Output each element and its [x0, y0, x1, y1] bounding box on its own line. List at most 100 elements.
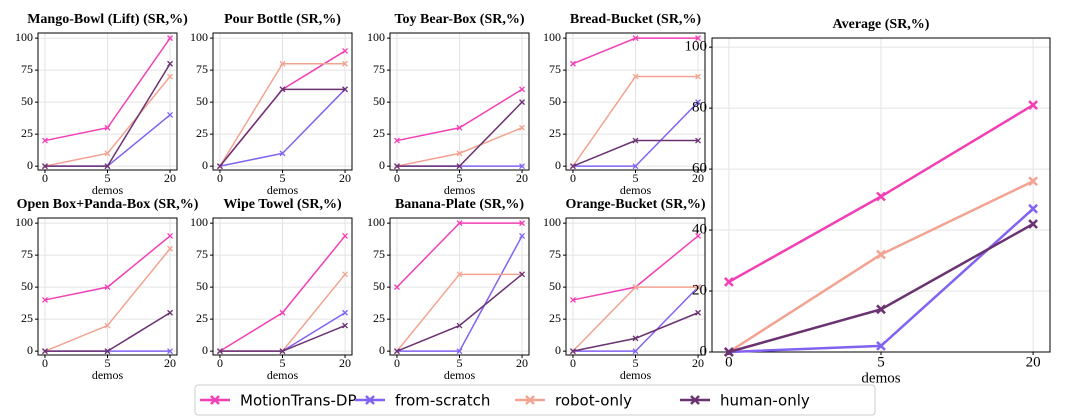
point-marker: [876, 341, 886, 351]
y-tick-label: 100: [190, 215, 208, 229]
plot-frame: [565, 32, 706, 171]
y-tick-label: 60: [692, 161, 707, 177]
y-tick-label: 25: [373, 126, 385, 140]
x-axis-label: demos: [92, 368, 124, 382]
subplot-title: Wipe Towel (SR,%): [223, 197, 342, 212]
point-marker: [41, 348, 48, 355]
y-tick-label: 50: [373, 279, 385, 293]
subplot-title: Mango-Bowl (Lift) (SR,%): [27, 12, 188, 27]
point-marker: [1028, 203, 1038, 214]
point-marker: [876, 304, 886, 315]
point-marker: [695, 73, 702, 80]
point-marker: [695, 99, 702, 106]
legend-label: from-scratch: [395, 392, 490, 410]
point-marker: [104, 150, 111, 157]
y-tick-label: 75: [373, 62, 385, 76]
x-tick-label: 5: [457, 171, 463, 185]
point-marker: [342, 60, 349, 67]
point-marker: [167, 60, 174, 67]
y-tick-label: 75: [196, 62, 208, 76]
subplot-title: Orange-Bucket (SR,%): [566, 197, 706, 212]
y-tick-label: 50: [21, 94, 33, 108]
point-marker: [724, 276, 734, 287]
x-tick-label: 0: [725, 354, 733, 370]
point-marker: [695, 137, 702, 144]
plot-frame: [212, 32, 353, 171]
legend-marker: [525, 395, 535, 405]
x-tick-label: 20: [516, 356, 528, 370]
x-tick-label: 20: [339, 171, 351, 185]
point-marker: [456, 348, 463, 355]
point-marker: [456, 150, 463, 157]
point-marker: [519, 271, 526, 278]
legend-marker: [365, 395, 375, 405]
x-tick-label: 20: [339, 356, 351, 370]
point-marker: [104, 348, 111, 355]
subplot: Banana-Plate (SR,%) 0 25 50 75 100 0 5 20 demos: [367, 197, 530, 382]
y-tick-label: 50: [21, 279, 33, 293]
y-tick-label: 100: [543, 215, 561, 229]
x-tick-label: 0: [570, 356, 576, 370]
point-marker: [104, 163, 111, 170]
point-marker: [456, 271, 463, 278]
y-tick-label: 80: [692, 100, 707, 116]
y-tick-label: 25: [21, 311, 33, 325]
point-marker: [342, 271, 349, 278]
subplot: Wipe Towel (SR,%) 0 25 50 75 100 0 5 20 demos: [190, 197, 353, 382]
x-axis-label: demos: [444, 183, 476, 197]
point-marker: [519, 124, 526, 131]
point-marker: [632, 284, 639, 291]
plot-frame: [389, 32, 530, 171]
point-marker: [724, 347, 734, 357]
point-marker: [167, 111, 174, 118]
subplot: Bread-Bucket (SR,%) 0 25 50 75 100 0 5 20 demos: [543, 12, 706, 197]
x-tick-label: 0: [42, 356, 48, 370]
x-tick-label: 0: [217, 171, 223, 185]
legend-marker: [690, 395, 700, 405]
y-tick-label: 100: [543, 30, 561, 44]
legend-label: human-only: [720, 392, 810, 410]
point-marker: [632, 335, 639, 342]
point-marker: [632, 35, 639, 42]
point-marker: [632, 163, 639, 170]
x-tick-label: 5: [633, 356, 639, 370]
subplot-title: Average (SR,%): [833, 17, 930, 32]
point-marker: [393, 163, 400, 170]
x-tick-label: 5: [877, 354, 885, 370]
point-marker: [216, 163, 223, 170]
y-tick-label: 75: [549, 247, 561, 261]
point-marker: [1028, 100, 1038, 110]
point-marker: [569, 163, 576, 170]
y-tick-label: 100: [685, 39, 708, 55]
point-marker: [104, 284, 111, 291]
x-axis-label: demos: [92, 183, 124, 197]
x-axis-label: demos: [620, 183, 652, 197]
point-marker: [41, 296, 48, 303]
x-axis-label: demos: [267, 183, 299, 197]
y-tick-label: 25: [549, 126, 561, 140]
point-marker: [342, 232, 349, 239]
x-axis-label: demos: [267, 368, 299, 382]
point-marker: [456, 163, 463, 170]
plot-frame: [389, 217, 530, 356]
point-marker: [167, 309, 174, 316]
point-marker: [279, 60, 286, 67]
x-tick-label: 20: [692, 171, 704, 185]
y-tick-label: 75: [196, 247, 208, 261]
point-marker: [342, 309, 349, 316]
y-tick-label: 25: [196, 126, 208, 140]
point-marker: [456, 322, 463, 329]
point-marker: [342, 86, 349, 93]
point-marker: [632, 137, 639, 144]
plot-frame: [711, 37, 1051, 353]
point-marker: [393, 284, 400, 291]
x-tick-label: 5: [280, 171, 286, 185]
point-marker: [216, 348, 223, 355]
point-marker: [167, 348, 174, 355]
point-marker: [519, 99, 526, 106]
x-tick-label: 20: [1026, 354, 1041, 370]
y-tick-label: 75: [549, 62, 561, 76]
y-tick-label: 25: [549, 311, 561, 325]
point-marker: [167, 73, 174, 80]
